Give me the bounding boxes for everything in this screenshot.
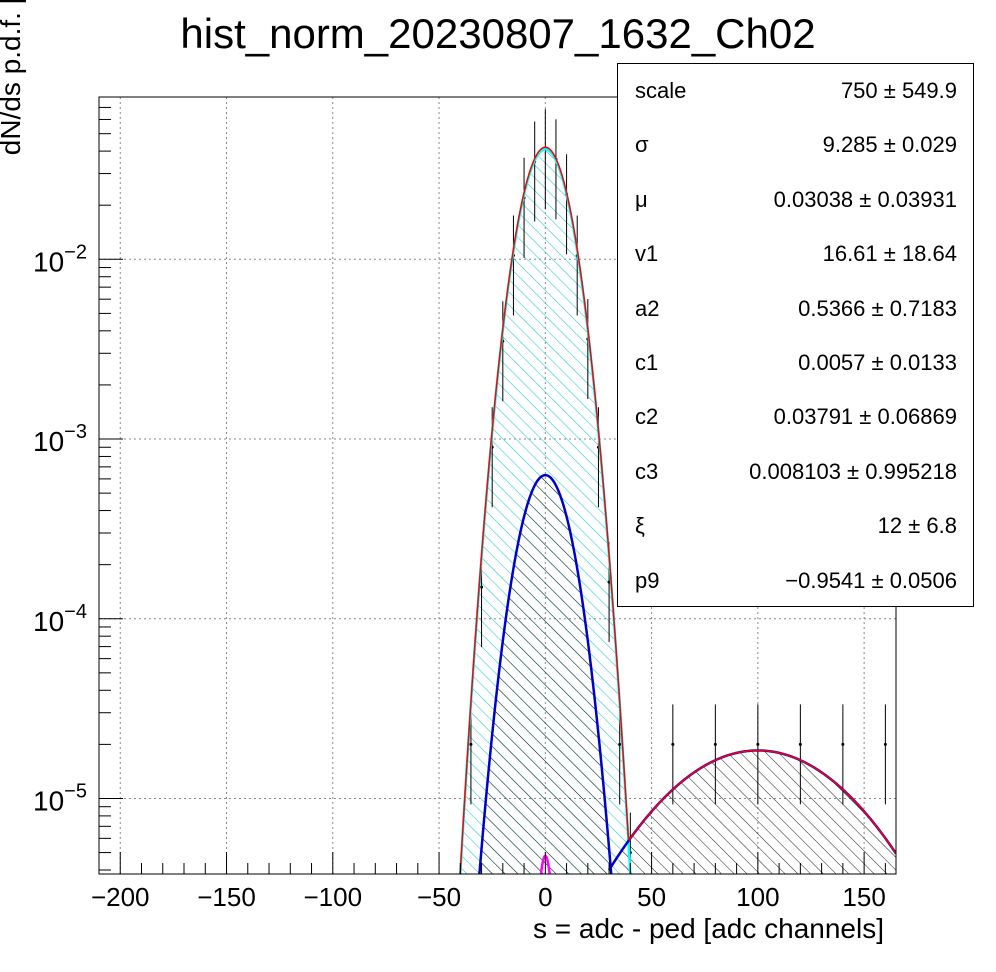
x-tick-label: −200	[91, 882, 150, 912]
stats-name: ξ	[635, 513, 645, 539]
stats-name: v1	[635, 241, 659, 267]
y-axis-label: dN/ds p.d.f. [a.u.]	[0, 0, 26, 155]
stats-value: 0.03038 ± 0.03931	[773, 186, 957, 212]
x-tick-label: −150	[197, 882, 256, 912]
y-tick-label: 10−3	[33, 421, 87, 457]
stats-row-sigma: σ 9.285 ± 0.029	[618, 118, 973, 172]
stats-value: 0.008103 ± 0.995218	[749, 458, 957, 484]
data-marker	[618, 742, 622, 746]
stats-value: −0.9541 ± 0.0506	[785, 567, 957, 593]
data-marker	[756, 742, 760, 746]
data-marker	[883, 742, 887, 746]
data-point	[883, 704, 887, 805]
data-marker	[713, 742, 717, 746]
data-marker	[469, 742, 473, 746]
stats-name: c2	[635, 404, 659, 430]
stats-row-c1: c1 0.0057 ± 0.0133	[618, 336, 973, 390]
noise-curve	[478, 473, 613, 874]
x-tick-label: 100	[736, 882, 779, 912]
data-marker	[798, 742, 802, 746]
stats-row-mu: μ 0.03038 ± 0.03931	[618, 173, 973, 227]
x-tick-label: 0	[538, 882, 552, 912]
y-tick-label: 10−4	[33, 601, 87, 637]
y-tick-label: 10−2	[33, 241, 87, 277]
stats-row-scale: scale 750 ± 549.9	[618, 64, 973, 118]
fit-curves	[459, 146, 896, 874]
stats-name: μ	[635, 186, 648, 212]
signal-fill	[619, 750, 896, 874]
stats-value: 0.5366 ± 0.7183	[798, 295, 957, 321]
axis-ticks: −200 −150 −100 −50 0 50 100 150 10−5 10−4 10−3 10−2	[33, 96, 886, 912]
stats-value: 0.0057 ± 0.0133	[798, 350, 957, 375]
data-point	[756, 704, 760, 805]
chart-title: hist_norm_20230807_1632_Ch02	[180, 10, 815, 57]
stats-name: scale	[635, 78, 687, 103]
stats-row-v1: v1 16.61 ± 18.64	[618, 227, 973, 281]
x-tick-label: 150	[842, 882, 885, 912]
x-tick-label: 50	[637, 882, 666, 912]
x-tick-label: −100	[303, 882, 362, 912]
stats-value: 9.285 ± 0.029	[822, 132, 957, 158]
x-tick-label: −50	[417, 882, 461, 912]
stats-name: σ	[635, 132, 649, 158]
stats-value: 0.03791 ± 0.06869	[773, 404, 957, 430]
stats-row-c2: c2 0.03791 ± 0.06869	[618, 390, 973, 444]
data-marker	[480, 585, 484, 589]
stats-row-xi: ξ 12 ± 6.8	[618, 499, 973, 553]
stats-row-a2: a2 0.5366 ± 0.7183	[618, 282, 973, 336]
data-point	[841, 704, 845, 805]
stats-name: c3	[635, 458, 659, 484]
data-point	[798, 704, 802, 805]
stats-value: 12 ± 6.8	[877, 513, 957, 539]
data-marker	[671, 742, 675, 746]
stats-name: c1	[635, 350, 659, 375]
stats-row-p9: p9 −0.9541 ± 0.0506	[618, 554, 973, 608]
data-point	[713, 704, 717, 805]
stats-value: 750 ± 549.9	[840, 78, 957, 103]
total-fit-curve	[459, 146, 896, 874]
stats-name: a2	[635, 295, 660, 321]
fit-statistics-box: scale 750 ± 549.9 σ 9.285 ± 0.029 μ 0.03…	[617, 63, 974, 607]
data-point	[671, 704, 675, 805]
stats-name: p9	[635, 567, 660, 593]
stats-value: 16.61 ± 18.64	[822, 241, 957, 267]
noise-fill	[460, 475, 631, 874]
x-axis-label: s = adc - ped [adc channels]	[533, 913, 884, 944]
stats-row-c3: c3 0.008103 ± 0.995218	[618, 445, 973, 499]
y-tick-label: 10−5	[33, 780, 87, 816]
data-marker	[841, 742, 845, 746]
